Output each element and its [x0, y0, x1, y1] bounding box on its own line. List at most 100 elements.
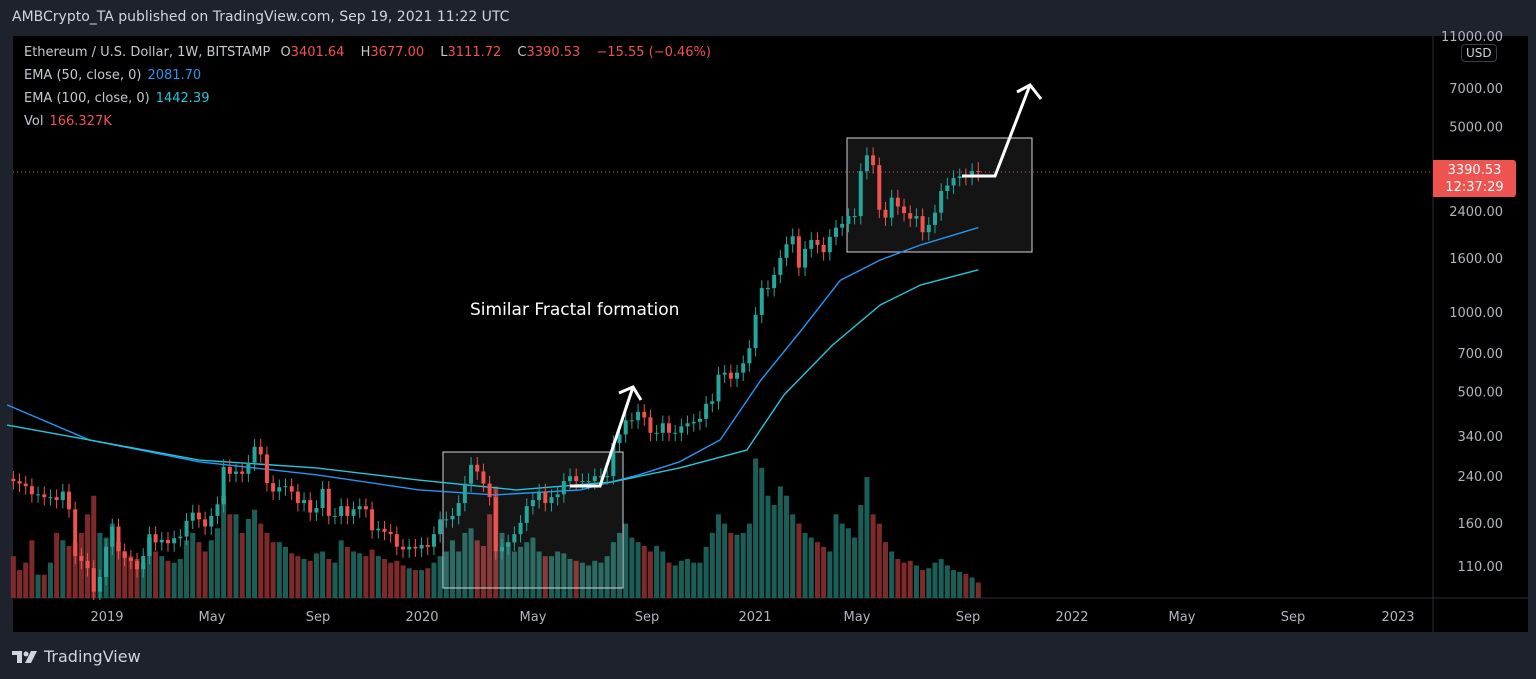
volume-bar	[258, 523, 264, 598]
volume-bar	[381, 558, 387, 598]
candle-body	[104, 546, 109, 577]
candle-body	[42, 494, 47, 498]
candle	[370, 501, 375, 539]
volume-bar	[115, 542, 121, 598]
candle	[302, 492, 307, 512]
candle-body	[456, 503, 461, 516]
candle-body	[778, 257, 783, 275]
candle	[147, 526, 152, 565]
annotation-text[interactable]: Similar Fractal formation	[470, 300, 680, 320]
candle-body	[549, 497, 554, 504]
candle	[357, 498, 362, 518]
candle-body	[481, 471, 486, 484]
volume-bar	[47, 562, 53, 598]
candle-body	[271, 483, 276, 492]
candle	[419, 537, 424, 557]
candle-body	[401, 546, 406, 550]
volume-bar	[332, 562, 338, 598]
candle-body	[834, 227, 839, 237]
candle	[122, 543, 127, 567]
candle-body	[555, 494, 560, 498]
candle-body	[908, 213, 913, 219]
candle	[209, 508, 214, 535]
legend-volume[interactable]: Vol 166.327K	[24, 114, 118, 129]
volume-bar	[184, 540, 190, 598]
candle-body	[252, 446, 257, 463]
legend-ema100[interactable]: EMA (100, close, 0) 1442.39	[24, 91, 215, 106]
volume-bar	[17, 570, 23, 598]
candle	[685, 415, 690, 435]
volume-bar	[109, 523, 115, 598]
candle-body	[493, 497, 498, 552]
candle-body	[951, 178, 956, 186]
volume-bar	[808, 537, 814, 598]
candle	[660, 415, 665, 442]
candle	[629, 412, 634, 429]
chart-panel[interactable]	[13, 36, 1528, 632]
ema100-label: EMA (100, close, 0)	[24, 91, 150, 106]
candle-body	[617, 434, 622, 444]
projection-arrow-2020[interactable]	[570, 386, 635, 488]
candle-body	[691, 421, 696, 424]
candle-body	[17, 481, 22, 484]
volume-bar	[388, 562, 394, 598]
candle	[351, 501, 356, 525]
volume-bar	[864, 477, 870, 598]
volume-bar	[239, 532, 245, 598]
candle	[481, 463, 486, 492]
candle	[877, 157, 882, 219]
volume-bar	[567, 558, 573, 598]
candle-body	[877, 165, 882, 210]
volume-bar	[709, 532, 715, 598]
legend-ema50[interactable]: EMA (50, close, 0) 2081.70	[24, 68, 207, 83]
volume-bar	[895, 558, 901, 598]
candle-body	[685, 423, 690, 427]
candle-body	[184, 520, 189, 537]
volume-bar	[406, 568, 412, 598]
candle	[728, 364, 733, 388]
candle-body	[376, 528, 381, 531]
candle-body	[283, 486, 288, 488]
candle	[73, 501, 78, 565]
candle-body	[765, 288, 770, 290]
volume-bar	[221, 495, 227, 598]
volume-bar	[734, 534, 740, 598]
volume-bar	[214, 528, 220, 598]
candle-body	[431, 534, 436, 547]
candle	[469, 457, 474, 492]
currency-badge[interactable]: USD	[1461, 44, 1497, 62]
candle-body	[36, 494, 41, 496]
volume-bar	[691, 562, 697, 598]
volume-bar	[753, 458, 759, 598]
candle	[165, 532, 170, 552]
candle-body	[796, 236, 801, 268]
candle	[926, 217, 931, 241]
volume-bar	[573, 560, 579, 598]
candle	[407, 538, 412, 558]
volume-bar	[282, 546, 288, 598]
tradingview-logo[interactable]: TradingView	[12, 647, 141, 666]
volume-bar	[375, 556, 381, 598]
high-label: H	[360, 45, 371, 60]
volume-bar	[511, 551, 517, 598]
volume-bar	[796, 523, 802, 598]
projection-arrow-2021[interactable]	[962, 84, 1032, 178]
volume-bar	[728, 532, 734, 598]
candle-body	[636, 411, 641, 421]
candle-body	[666, 423, 671, 433]
legend-ohlc: Ethereum / U.S. Dollar, 1W, BITSTAMP O34…	[24, 45, 717, 60]
candle-body	[128, 557, 133, 561]
volume-bar	[586, 565, 592, 598]
candle	[438, 511, 443, 543]
symbol-label[interactable]: Ethereum / U.S. Dollar, 1W, BITSTAMP	[24, 45, 271, 60]
candle	[741, 355, 746, 382]
open-value: 3401.64	[290, 45, 345, 60]
volume-bar	[889, 551, 895, 598]
candle	[153, 526, 158, 551]
volume-bar	[400, 565, 406, 598]
volume-value: 166.327K	[49, 114, 112, 129]
volume-bar	[10, 556, 16, 598]
volume-bar	[41, 574, 47, 598]
candle-body	[302, 500, 307, 504]
